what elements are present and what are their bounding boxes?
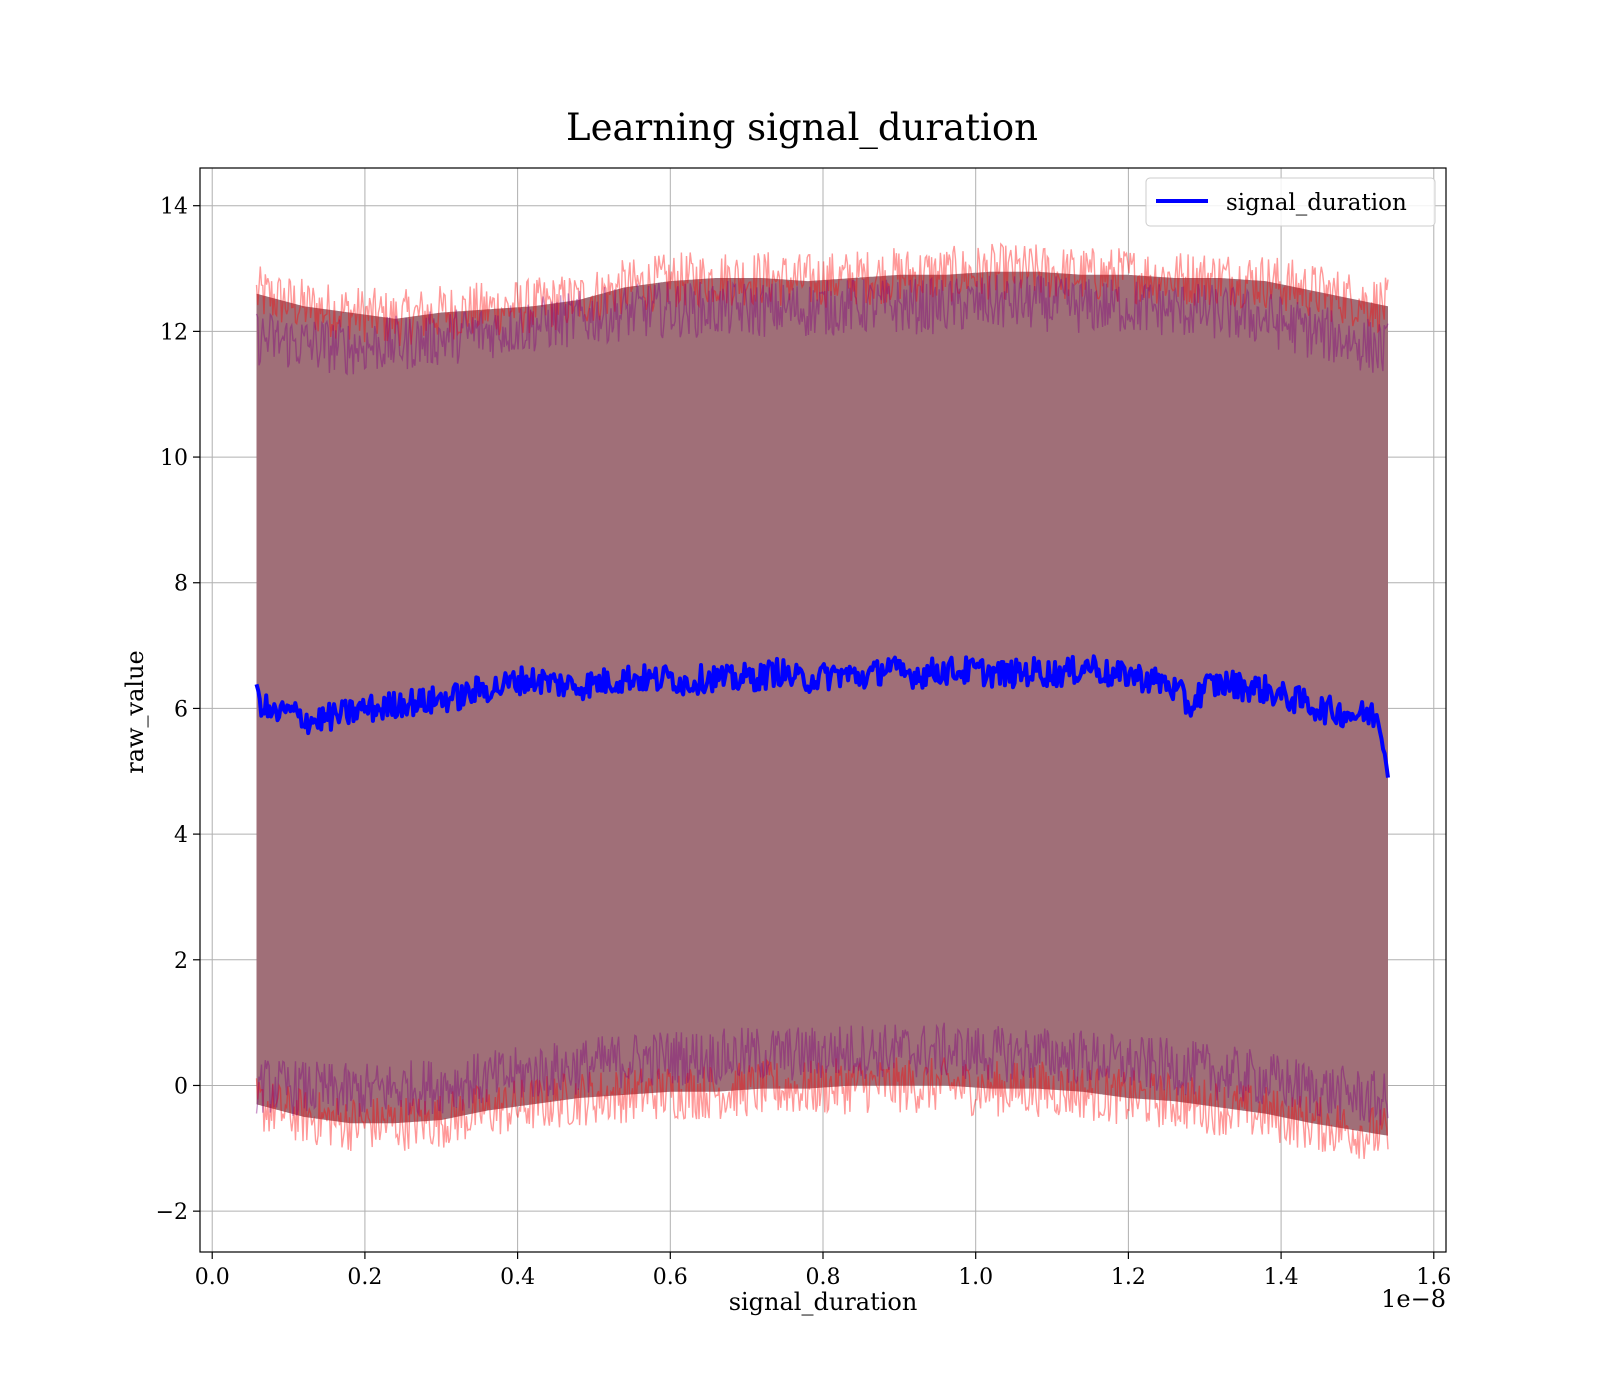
x-tick-label: 0.4 <box>500 1265 535 1290</box>
x-tick-label: 0.2 <box>347 1265 382 1290</box>
y-tick-label: 2 <box>174 949 188 974</box>
x-offset-label: 1e−8 <box>1381 1285 1446 1313</box>
x-tick-label: 0.0 <box>195 1265 230 1290</box>
chart-title: Learning signal_duration <box>566 106 1038 150</box>
y-tick-label: 14 <box>160 195 188 220</box>
y-tick-label: 12 <box>160 320 188 345</box>
plot-area <box>199 167 1447 1253</box>
band-edge-lower-0 <box>255 1057 1389 1160</box>
band-edge-lower-1 <box>255 1022 1389 1126</box>
x-axis: 0.0 0.2 0.4 0.6 0.8 1.0 1.2 1.4 1.6 <box>195 1252 1451 1290</box>
confidence-bands <box>255 242 1389 1160</box>
x-tick-label: 1.2 <box>1111 1265 1146 1290</box>
x-tick-label: 0.8 <box>806 1265 841 1290</box>
x-tick-label: 1.4 <box>1264 1265 1299 1290</box>
y-axis-label: raw_value <box>121 650 149 774</box>
y-tick-label: 6 <box>174 697 188 722</box>
x-tick-label: 0.6 <box>653 1265 688 1290</box>
band-edge-upper-0 <box>255 242 1389 347</box>
y-axis: −2 0 2 4 6 8 10 12 14 <box>156 195 200 1225</box>
series-line-signal-duration <box>254 654 1390 778</box>
y-tick-label: 0 <box>174 1074 188 1099</box>
legend: signal_duration <box>1145 177 1436 227</box>
x-tick-label: 1.6 <box>1416 1265 1451 1290</box>
legend-box <box>1145 177 1436 227</box>
y-tick-label: −2 <box>156 1200 188 1225</box>
x-axis-label: signal_duration <box>729 1288 918 1316</box>
y-tick-label: 8 <box>174 572 188 597</box>
x-tick-label: 1.0 <box>958 1265 993 1290</box>
y-tick-label: 10 <box>160 446 188 471</box>
band-edge-upper-1 <box>255 274 1389 376</box>
legend-label-signal-duration: signal_duration <box>1226 190 1407 216</box>
y-tick-label: 4 <box>174 823 188 848</box>
band-fill <box>256 271 1388 1136</box>
